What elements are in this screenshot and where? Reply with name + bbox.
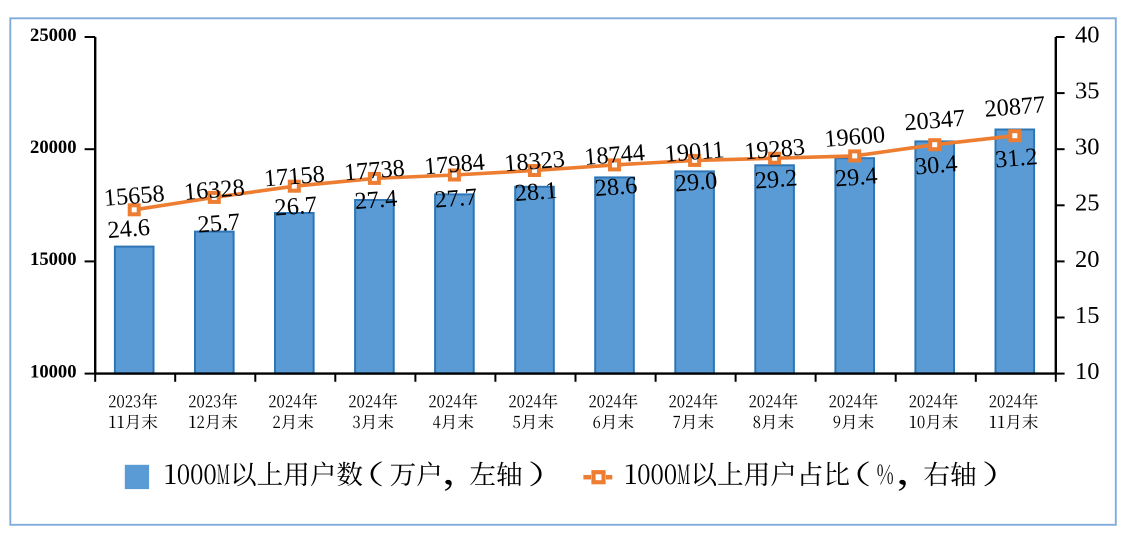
svg-text:25000: 25000 xyxy=(30,25,76,46)
svg-text:19011: 19011 xyxy=(664,136,726,168)
svg-text:17738: 17738 xyxy=(343,155,406,187)
svg-text:17158: 17158 xyxy=(263,161,326,193)
svg-text:30: 30 xyxy=(1075,134,1100,161)
svg-text:20000: 20000 xyxy=(30,137,76,158)
svg-text:30.4: 30.4 xyxy=(914,150,959,180)
svg-text:20: 20 xyxy=(1075,246,1100,273)
svg-text:15: 15 xyxy=(1075,302,1100,329)
svg-text:27.4: 27.4 xyxy=(354,185,399,215)
svg-text:31.2: 31.2 xyxy=(994,143,1039,173)
svg-text:28.6: 28.6 xyxy=(594,172,639,202)
svg-text:15000: 15000 xyxy=(30,249,76,270)
svg-text:15658: 15658 xyxy=(103,180,166,212)
svg-text:16328: 16328 xyxy=(183,174,246,206)
svg-text:26.7: 26.7 xyxy=(274,191,319,221)
svg-text:24.6: 24.6 xyxy=(106,214,151,244)
svg-text:27.7: 27.7 xyxy=(434,183,479,213)
svg-text:20347: 20347 xyxy=(903,105,966,137)
svg-text:29.4: 29.4 xyxy=(834,162,879,192)
svg-text:19600: 19600 xyxy=(823,121,886,153)
svg-text:10: 10 xyxy=(1075,358,1100,385)
svg-text:25: 25 xyxy=(1075,190,1100,217)
svg-text:28.1: 28.1 xyxy=(514,177,559,207)
svg-text:17984: 17984 xyxy=(423,149,486,181)
svg-text:18323: 18323 xyxy=(503,146,566,178)
svg-text:19283: 19283 xyxy=(743,134,806,166)
svg-text:10000: 10000 xyxy=(30,361,76,382)
svg-text:35: 35 xyxy=(1075,78,1100,105)
svg-text:18744: 18744 xyxy=(583,139,646,171)
svg-text:20877: 20877 xyxy=(983,91,1046,123)
svg-text:25.7: 25.7 xyxy=(197,208,242,238)
svg-text:40: 40 xyxy=(1075,21,1100,48)
svg-text:29.2: 29.2 xyxy=(754,164,799,194)
svg-text:29.0: 29.0 xyxy=(674,167,719,197)
